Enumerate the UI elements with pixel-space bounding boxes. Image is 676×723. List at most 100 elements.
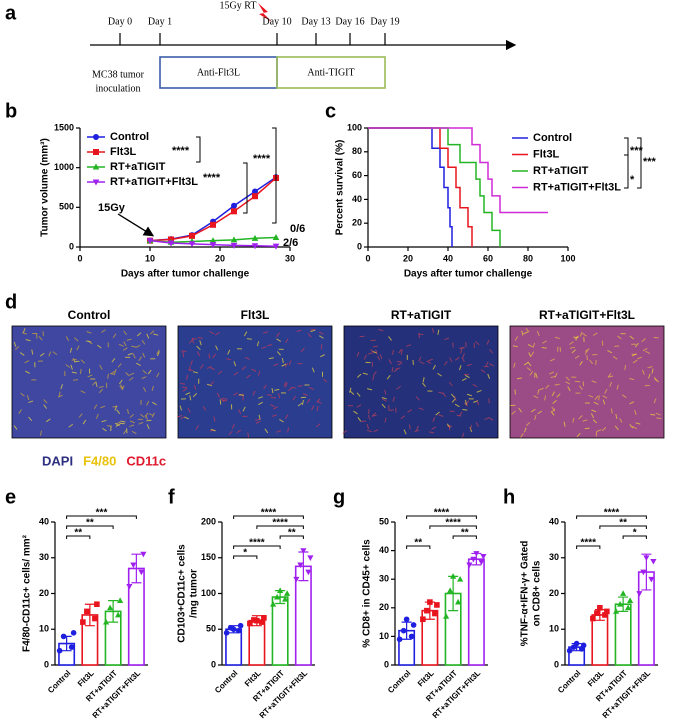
texture-stroke: [14, 345, 20, 351]
texture-stroke: [542, 340, 547, 344]
texture-stroke: [120, 420, 126, 423]
texture-stroke: [48, 351, 52, 357]
texture-stroke: [431, 426, 437, 430]
texture-stroke: [187, 407, 191, 413]
marker: [272, 234, 280, 241]
annotation-arrow: [117, 213, 155, 237]
texture-stroke: [629, 401, 635, 405]
y-axis-title: CD103+CD11c+ cells: [177, 544, 188, 643]
texture-stroke: [251, 368, 257, 372]
day-label: Day 0: [108, 16, 132, 27]
marker: [432, 610, 438, 617]
texture-stroke: [86, 330, 92, 334]
texture-stroke: [31, 349, 34, 355]
texture-stroke: [140, 413, 145, 418]
texture-stroke: [141, 376, 147, 380]
texture-stroke: [195, 425, 199, 430]
texture-stroke: [438, 414, 444, 417]
panel-label: d: [5, 291, 17, 313]
texture-stroke: [528, 352, 532, 358]
marker: [597, 605, 603, 611]
survival-curve: [368, 127, 473, 247]
texture-stroke: [222, 397, 228, 400]
x-tick-label: 10: [145, 253, 155, 263]
texture-stroke: [469, 424, 473, 430]
y-axis-title: Tumor volume (mm³): [40, 138, 51, 237]
texture-stroke: [119, 422, 125, 425]
texture-stroke: [525, 328, 530, 333]
texture-stroke: [563, 421, 566, 427]
texture-stroke: [297, 385, 303, 388]
texture-stroke: [356, 404, 362, 408]
texture-stroke: [95, 381, 98, 387]
texture-stroke: [381, 403, 386, 409]
texture-stroke: [114, 368, 117, 374]
texture-stroke: [74, 337, 79, 342]
texture-stroke: [381, 397, 387, 400]
texture-stroke: [395, 367, 401, 370]
annotation: 0/6: [290, 223, 305, 235]
image-title: Control: [68, 308, 111, 322]
marker: [297, 562, 304, 569]
texture-stroke: [182, 387, 188, 392]
panel-label: h: [503, 486, 515, 508]
significance-bracket: [637, 137, 642, 189]
texture-stroke: [252, 390, 256, 396]
texture-stroke: [131, 345, 137, 348]
y-tick-label: 0: [357, 241, 362, 251]
texture-stroke: [138, 356, 142, 362]
texture-stroke: [258, 414, 261, 420]
texture-stroke: [629, 335, 635, 340]
marker: [251, 243, 259, 250]
texture-stroke: [236, 429, 242, 434]
y-tick-label: 1000: [54, 162, 74, 172]
texture-stroke: [285, 338, 289, 344]
texture-stroke: [121, 385, 125, 391]
texture-stroke: [287, 427, 290, 433]
texture-stroke: [28, 400, 34, 404]
texture-stroke: [549, 371, 554, 375]
texture-stroke: [43, 399, 48, 404]
marker: [443, 613, 450, 619]
y-tick-label: 40: [39, 516, 49, 526]
texture-stroke: [544, 395, 547, 401]
texture-stroke: [127, 352, 133, 356]
x-tick-label: 20: [403, 253, 413, 263]
texture-stroke: [356, 351, 360, 357]
significance-label: ***: [96, 508, 108, 519]
texture-stroke: [514, 336, 519, 341]
x-tick-label: Control: [46, 669, 72, 695]
texture-stroke: [489, 363, 494, 367]
texture-stroke: [377, 355, 381, 361]
marker: [594, 610, 600, 616]
texture-stroke: [608, 375, 614, 378]
survival-curve: [368, 127, 501, 247]
texture-stroke: [475, 422, 480, 427]
texture-stroke: [373, 429, 379, 433]
texture-stroke: [616, 384, 619, 390]
y-tick-label: 30: [39, 552, 49, 562]
texture-stroke: [247, 432, 250, 438]
texture-stroke: [263, 331, 269, 334]
texture-stroke: [279, 419, 284, 423]
texture-stroke: [569, 341, 574, 345]
marker: [478, 559, 485, 566]
texture-stroke: [206, 365, 212, 369]
significance-bracket: [272, 127, 277, 224]
marker: [210, 221, 216, 228]
texture-stroke: [199, 364, 204, 369]
annotation: 15Gy: [98, 202, 126, 214]
texture-stroke: [258, 401, 263, 406]
texture-stroke: [472, 383, 478, 388]
texture-stroke: [190, 360, 193, 366]
texture-stroke: [450, 393, 456, 398]
texture-stroke: [246, 338, 252, 340]
marker: [252, 188, 258, 195]
texture-stroke: [448, 381, 453, 387]
x-tick-label: Control: [556, 669, 582, 695]
texture-stroke: [123, 330, 127, 336]
marker: [307, 555, 314, 561]
texture-stroke: [177, 414, 183, 418]
texture-stroke: [151, 412, 155, 418]
texture-stroke: [316, 406, 319, 412]
